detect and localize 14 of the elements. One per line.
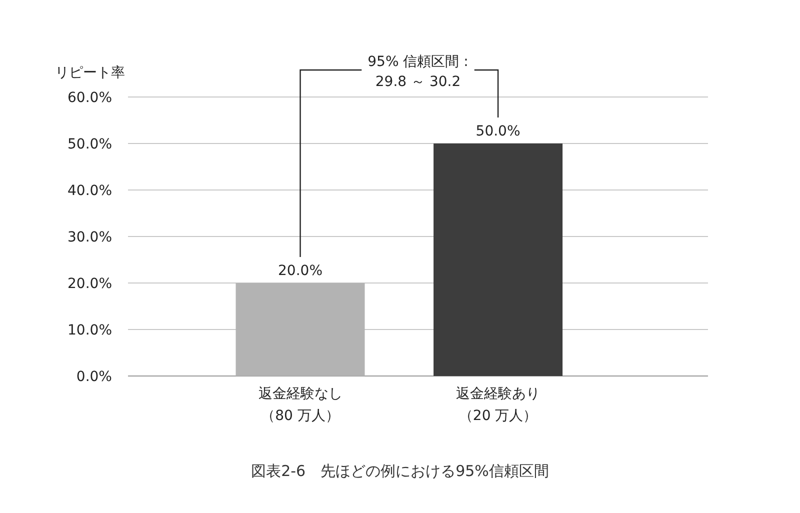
y-axis-title: リピート率 [55, 65, 125, 81]
data-label: 50.0% [476, 124, 520, 140]
y-tick-label: 60.0% [68, 90, 112, 106]
x-tick-label: 返金経験なし（80 万人） [258, 386, 342, 424]
text: 図表2-6 先ほどの例における95%信頼区間 [251, 462, 549, 480]
y-tick-label: 20.0% [68, 276, 112, 292]
data-label: 20.0% [278, 263, 322, 279]
y-tick-label: 0.0% [76, 369, 112, 385]
text: 95% 信頼区間 : 29.8 ～ 30.2 [368, 54, 468, 90]
y-tick-label: 50.0% [68, 136, 112, 152]
y-tick-label: 10.0% [68, 322, 112, 338]
y-tick-label: 40.0% [68, 183, 112, 199]
y-tick-label: 30.0% [68, 230, 112, 246]
x-tick-label: 返金経験あり（20 万人） [456, 386, 540, 424]
